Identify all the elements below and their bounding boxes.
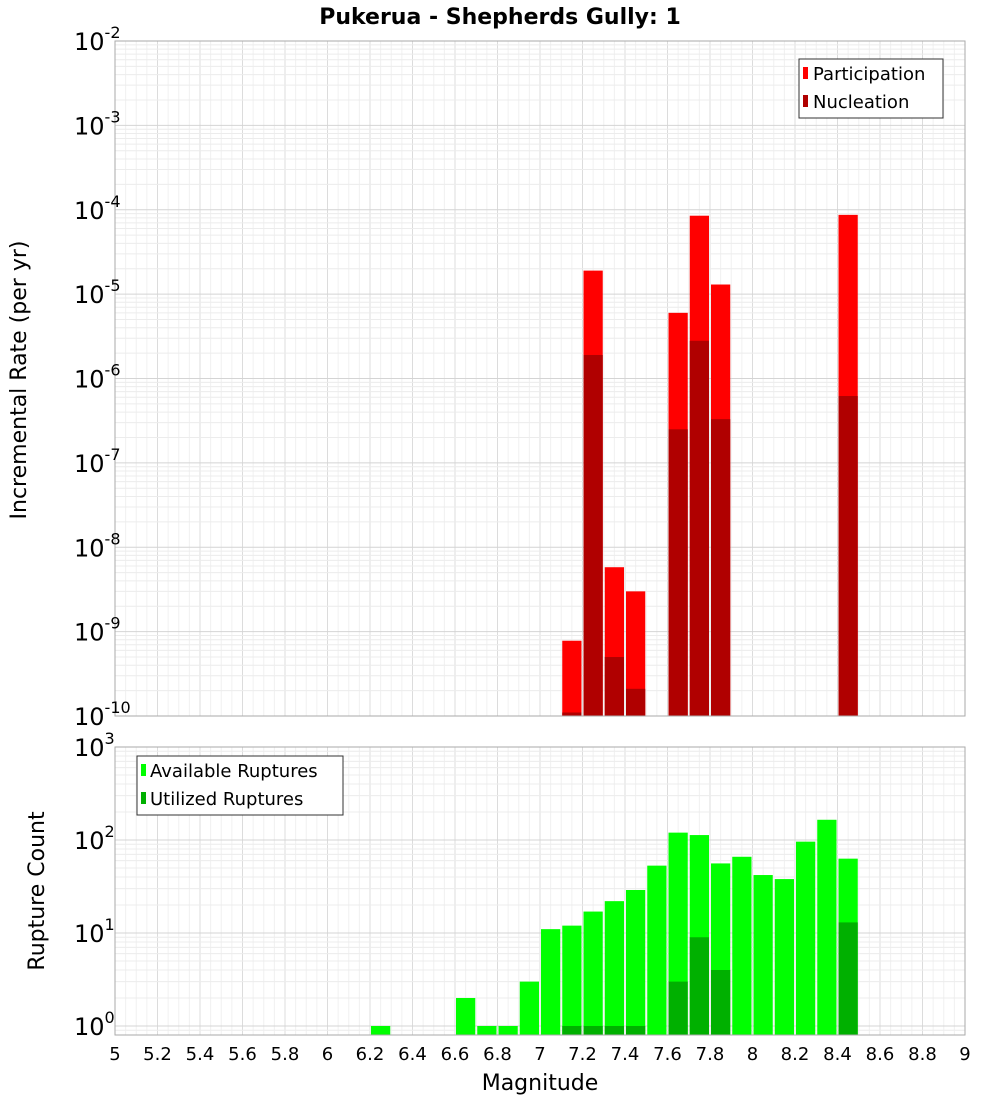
top-y-tick-label: 10-2 bbox=[74, 23, 121, 56]
bar-participation bbox=[562, 640, 582, 716]
bar-available-ruptures bbox=[626, 889, 646, 1035]
bar-utilized-ruptures bbox=[689, 937, 709, 1035]
bottom-y-tick-label: 102 bbox=[74, 822, 115, 855]
bottom-y-tick-labels: 103 102 101 100 bbox=[74, 729, 115, 1041]
bar-available-ruptures bbox=[732, 856, 752, 1035]
top-y-tick-label: 10-4 bbox=[74, 192, 121, 225]
x-tick-label: 7.6 bbox=[653, 1044, 682, 1065]
legend-swatch-nucleation bbox=[803, 95, 808, 107]
bottom-y-axis-label: Rupture Count bbox=[25, 811, 50, 971]
x-tick-label: 6.6 bbox=[441, 1044, 470, 1065]
x-tick-label: 8 bbox=[747, 1044, 758, 1065]
x-tick-label: 6.8 bbox=[483, 1044, 512, 1065]
top-panel: 10-2 10-3 10-4 10-5 10-6 10-7 10-8 10-9 10-10 In… bbox=[7, 23, 966, 731]
bar-available-ruptures bbox=[774, 879, 794, 1035]
bar-nucleation bbox=[583, 354, 603, 716]
x-tick-label: 8.6 bbox=[866, 1044, 895, 1065]
legend-label-participation: Participation bbox=[813, 64, 925, 85]
bar-available-ruptures bbox=[498, 1025, 518, 1035]
top-plot-frame bbox=[114, 40, 966, 717]
x-tick-label: 5.6 bbox=[228, 1044, 257, 1065]
top-y-axis-label: Incremental Rate (per yr) bbox=[7, 241, 32, 520]
bar-utilized-ruptures bbox=[711, 969, 731, 1035]
legend-label-utilized: Utilized Ruptures bbox=[150, 789, 303, 810]
legend-label-nucleation: Nucleation bbox=[813, 92, 909, 113]
top-y-tick-label: 10-8 bbox=[74, 529, 121, 562]
x-tick-label: 5.4 bbox=[186, 1044, 215, 1065]
bar-utilized-ruptures bbox=[562, 1025, 582, 1035]
bar-available-ruptures bbox=[796, 841, 816, 1035]
x-tick-label: 5.2 bbox=[143, 1044, 172, 1065]
top-y-tick-labels: 10-2 10-3 10-4 10-5 10-6 10-7 10-8 10-9 10-10 bbox=[74, 23, 131, 731]
bar-nucleation bbox=[689, 340, 709, 716]
top-y-tick-label: 10-6 bbox=[74, 361, 121, 394]
legend-label-available: Available Ruptures bbox=[150, 761, 318, 782]
legend-swatch-available bbox=[141, 764, 146, 776]
top-y-tick-label: 10-10 bbox=[74, 698, 131, 731]
bar-available-ruptures bbox=[477, 1025, 497, 1035]
x-tick-label: 6.4 bbox=[398, 1044, 427, 1065]
bar-nucleation bbox=[838, 396, 858, 716]
bottom-y-tick-label: 101 bbox=[74, 915, 115, 948]
x-tick-label: 5.8 bbox=[271, 1044, 300, 1065]
bar-available-ruptures bbox=[583, 911, 603, 1035]
bottom-y-tick-label: 103 bbox=[74, 729, 115, 762]
bar-nucleation bbox=[711, 419, 731, 716]
x-tick-label: 7.8 bbox=[696, 1044, 725, 1065]
x-tick-label: 9 bbox=[959, 1044, 970, 1065]
bar-nucleation bbox=[562, 712, 582, 716]
bar-available-ruptures bbox=[753, 875, 773, 1035]
bar-available-ruptures bbox=[562, 925, 582, 1035]
x-tick-label: 8.4 bbox=[823, 1044, 852, 1065]
x-tick-label: 5 bbox=[109, 1044, 120, 1065]
bar-utilized-ruptures bbox=[838, 922, 858, 1035]
chart-title: Pukerua - Shepherds Gully: 1 bbox=[319, 5, 681, 30]
x-tick-label: 7.4 bbox=[611, 1044, 640, 1065]
bar-available-ruptures bbox=[817, 819, 837, 1035]
bar-nucleation bbox=[668, 429, 688, 716]
bottom-y-tick-label: 100 bbox=[74, 1008, 115, 1041]
bar-available-ruptures bbox=[647, 865, 667, 1035]
x-tick-label: 8.8 bbox=[908, 1044, 937, 1065]
top-y-tick-label: 10-9 bbox=[74, 614, 121, 647]
bar-nucleation bbox=[626, 688, 646, 716]
legend-swatch-participation bbox=[803, 67, 808, 79]
x-tick-label: 6.2 bbox=[356, 1044, 385, 1065]
top-y-tick-label: 10-5 bbox=[74, 276, 121, 309]
bar-nucleation bbox=[604, 657, 624, 716]
bar-available-ruptures bbox=[604, 901, 624, 1035]
x-tick-label: 7.2 bbox=[568, 1044, 597, 1065]
bar-available-ruptures bbox=[371, 1025, 391, 1035]
top-y-tick-label: 10-7 bbox=[74, 445, 121, 478]
bar-utilized-ruptures bbox=[668, 981, 688, 1035]
x-axis-label: Magnitude bbox=[482, 1071, 599, 1096]
bar-utilized-ruptures bbox=[626, 1025, 646, 1035]
top-bars bbox=[562, 214, 858, 717]
top-gridlines bbox=[115, 41, 965, 716]
bar-participation bbox=[626, 591, 646, 716]
bar-available-ruptures bbox=[456, 997, 476, 1035]
bottom-legend-box bbox=[136, 755, 344, 816]
legend-swatch-utilized bbox=[141, 792, 146, 804]
bar-available-ruptures bbox=[519, 981, 539, 1035]
top-legend-box bbox=[798, 58, 944, 119]
x-tick-label: 7 bbox=[534, 1044, 545, 1065]
bar-utilized-ruptures bbox=[583, 1025, 603, 1035]
bottom-bars bbox=[371, 819, 858, 1035]
bottom-legend: Available Ruptures Utilized Ruptures bbox=[136, 755, 344, 816]
top-y-tick-label: 10-3 bbox=[74, 107, 121, 140]
x-tick-label: 6 bbox=[322, 1044, 333, 1065]
bar-available-ruptures bbox=[541, 929, 561, 1035]
top-legend: Participation Nucleation bbox=[798, 58, 944, 119]
bottom-panel: 103 102 101 100 Rupture Count Available Rup… bbox=[25, 729, 966, 1041]
x-tick-labels: 5 5.2 5.4 5.6 5.8 6 6.2 6.4 6.6 6.8 7 7.2 7.4 7.6 7.8 8… bbox=[109, 1044, 970, 1065]
bottom-plot-frame bbox=[114, 746, 966, 1036]
bar-utilized-ruptures bbox=[604, 1025, 624, 1035]
x-tick-label: 8.2 bbox=[781, 1044, 810, 1065]
